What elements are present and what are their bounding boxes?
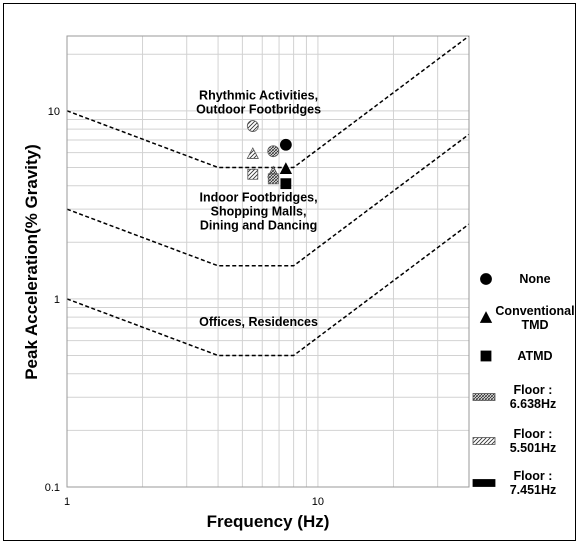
- y-tick-labels: 0.1 1 10: [45, 106, 60, 494]
- legend-label: 6.638Hz: [510, 397, 557, 411]
- legend-label: 7.451Hz: [510, 483, 557, 497]
- y-axis-title: Peak Acceleration(% Gravity): [22, 144, 41, 380]
- legend-label: ATMD: [517, 349, 552, 363]
- legend-triangle-icon: [479, 311, 493, 323]
- annotation-label: Outdoor Footbridges: [196, 102, 321, 116]
- plot-area-border: [66, 35, 470, 488]
- data-markers: [246, 120, 293, 190]
- annotations: Rhythmic Activities,Outdoor Footbridges I…: [196, 88, 321, 328]
- data-point-circle: [279, 138, 292, 151]
- annotation-label: Indoor Footbridges,: [200, 190, 318, 204]
- data-point-circle: [267, 145, 280, 158]
- legend-item: Floor :5.501Hz: [472, 427, 557, 455]
- y-tick-label: 0.1: [45, 482, 60, 494]
- annotation-label: Shopping Malls,: [211, 204, 307, 218]
- y-tick-label: 1: [54, 294, 60, 306]
- legend-label: None: [519, 272, 550, 286]
- legend-label: 5.501Hz: [510, 441, 557, 455]
- data-point-triangle: [279, 162, 293, 175]
- data-point-triangle: [246, 147, 259, 159]
- data-point-square: [247, 168, 259, 180]
- legend-item: Floor :6.638Hz: [472, 383, 557, 411]
- x-tick-label: 1: [64, 496, 70, 508]
- legend-label: Floor :: [514, 427, 553, 441]
- legend-label: Conventional: [495, 304, 574, 318]
- annotation-label: Dining and Dancing: [200, 218, 317, 232]
- x-tick-label: 10: [312, 496, 324, 508]
- limit-curve: [66, 133, 470, 267]
- legend-item: None: [480, 272, 551, 286]
- x-tick-labels: 1 10: [64, 496, 324, 508]
- legend-square-icon: [480, 350, 492, 362]
- data-point-square: [267, 173, 279, 185]
- annotation-label: Rhythmic Activities,: [199, 88, 318, 102]
- legend-label: TMD: [521, 318, 548, 332]
- legend-item: ATMD: [480, 349, 553, 363]
- data-point-square: [280, 178, 292, 190]
- legend-circle-icon: [480, 273, 492, 285]
- legend-item: Floor :7.451Hz: [472, 469, 557, 497]
- limit-curves: [66, 35, 470, 357]
- limit-curve: [66, 223, 470, 357]
- legend-label: Floor :: [514, 383, 553, 397]
- y-tick-label: 10: [48, 106, 60, 118]
- data-point-circle: [246, 120, 259, 132]
- x-axis-title: Frequency (Hz): [207, 512, 330, 531]
- annotation-label: Offices, Residences: [199, 315, 318, 329]
- limit-curve: [66, 35, 470, 169]
- legend-rect-icon: [472, 479, 496, 487]
- legend-label: Floor :: [514, 469, 553, 483]
- chart-frame: [3, 3, 576, 541]
- legend-rect-icon: [472, 393, 496, 401]
- legend-rect-icon: [472, 437, 496, 445]
